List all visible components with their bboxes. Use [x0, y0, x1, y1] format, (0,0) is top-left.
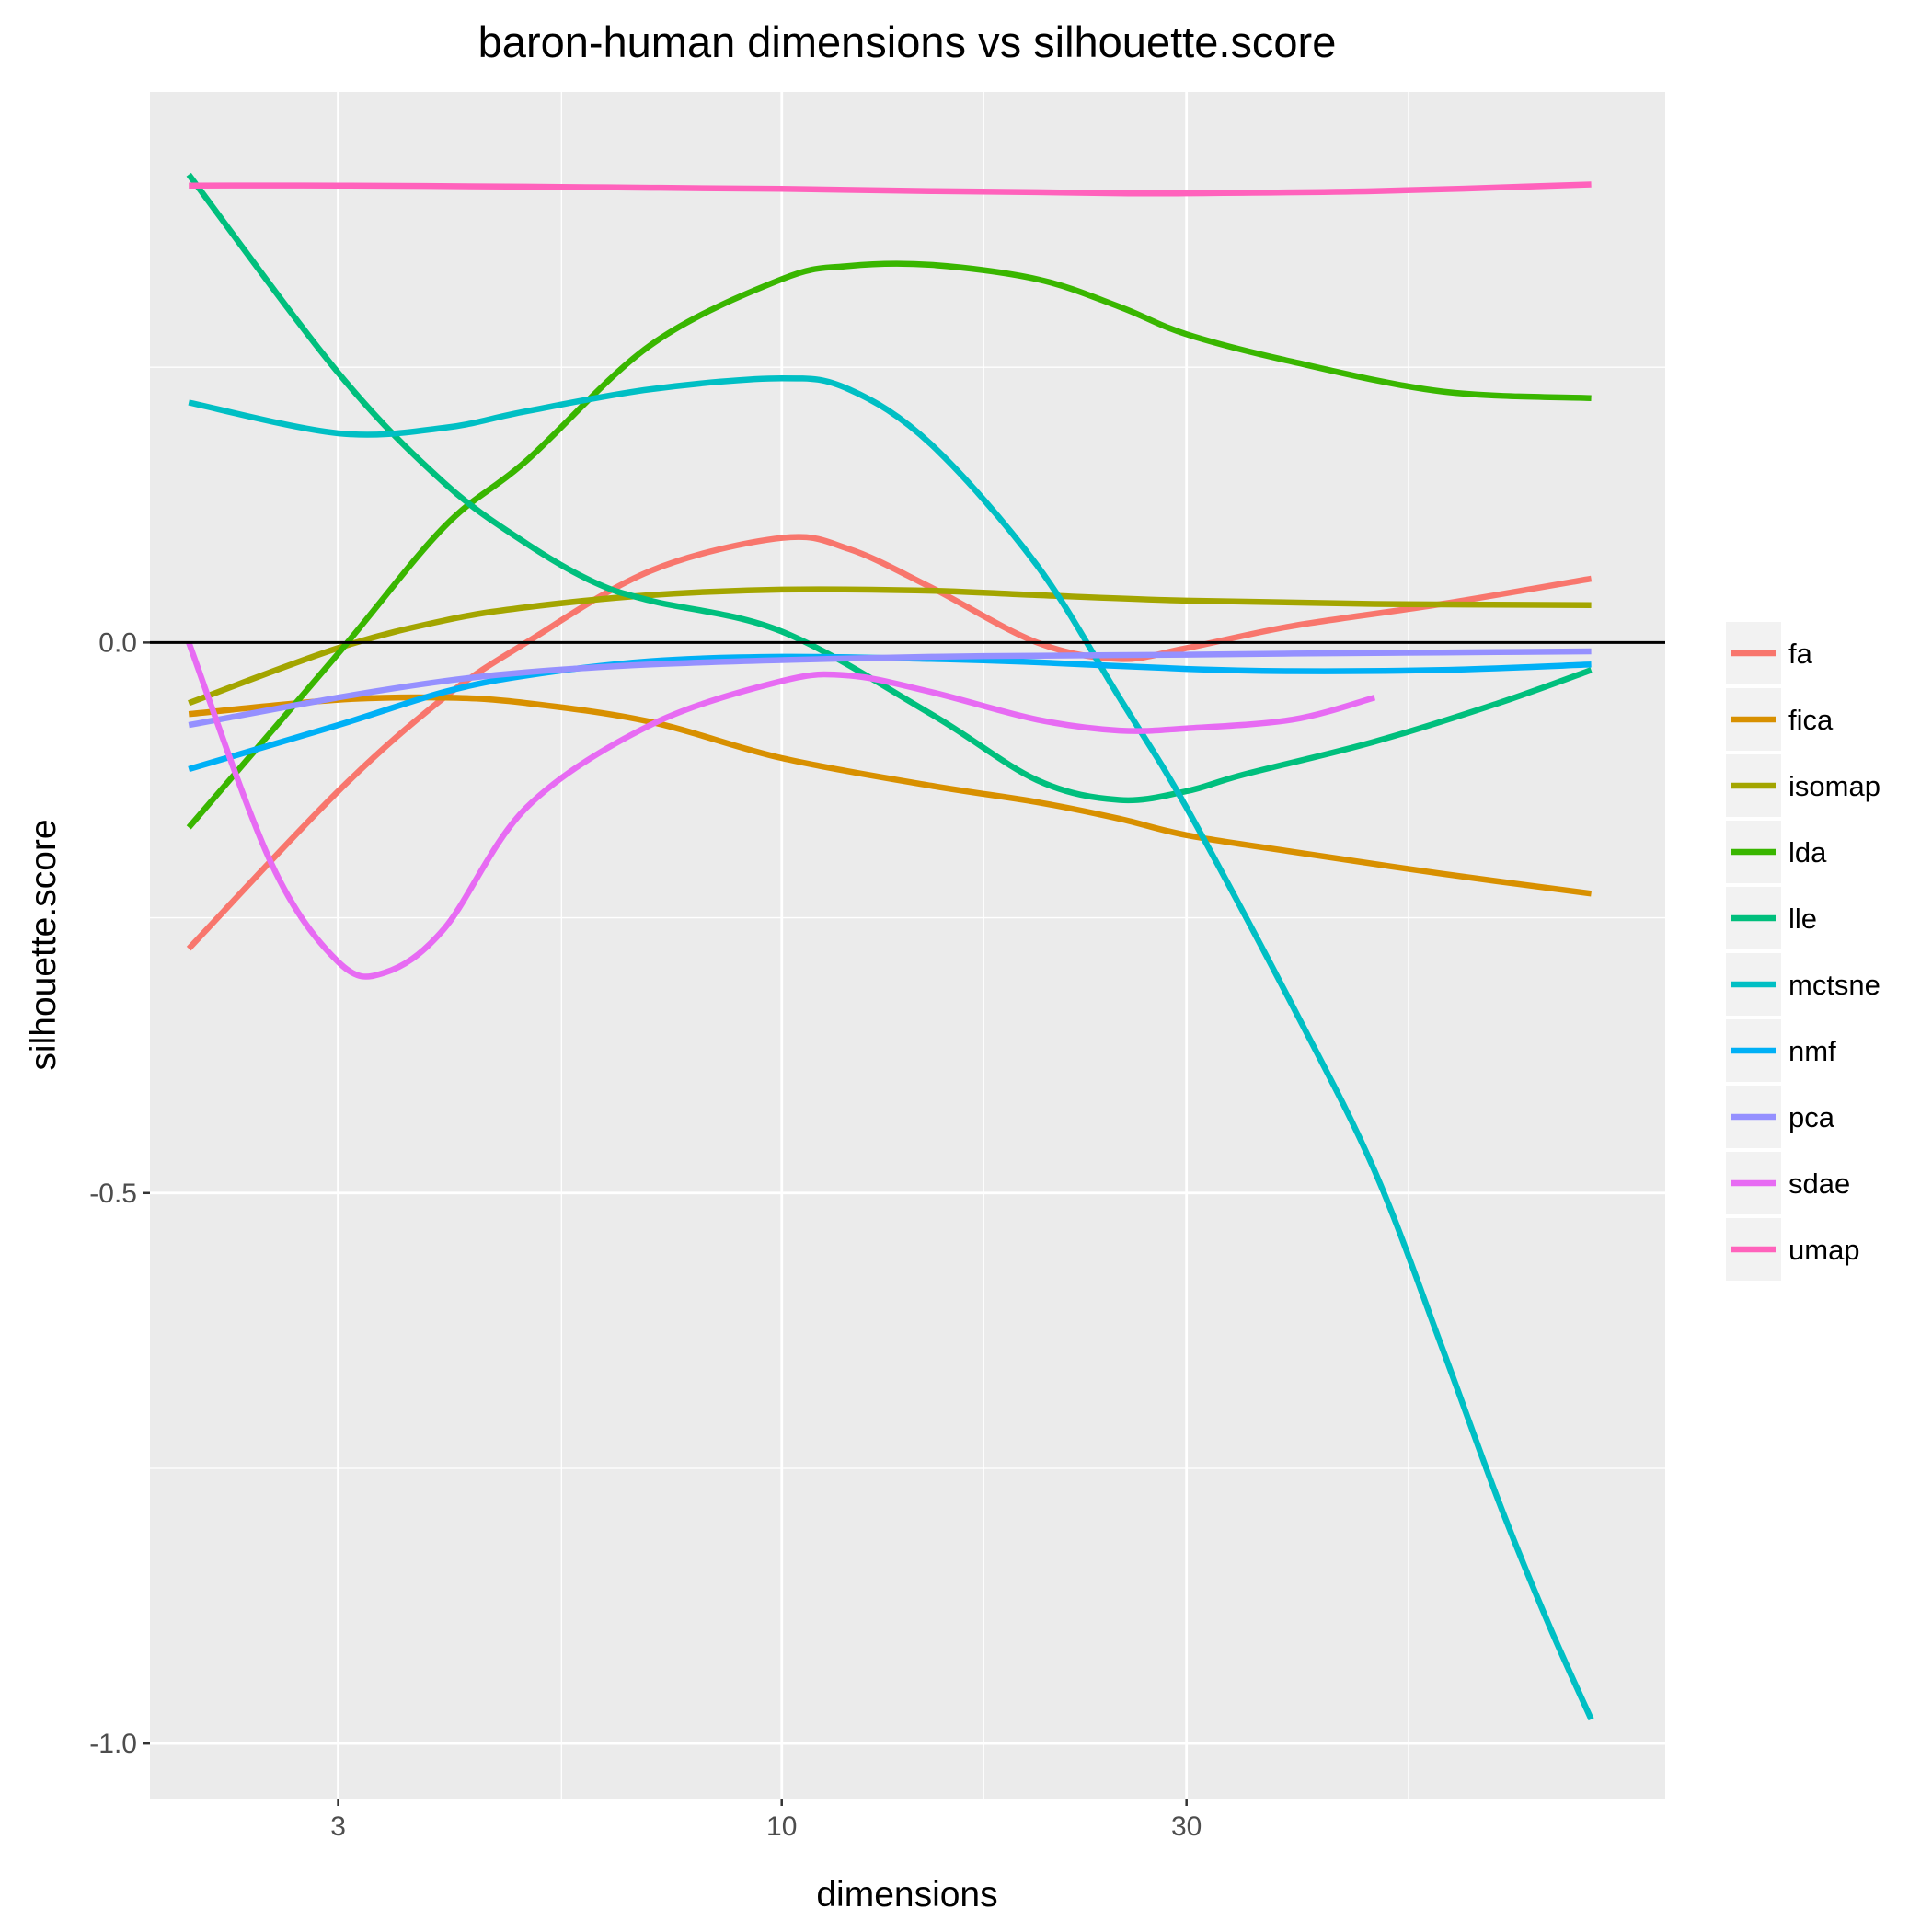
- legend-label-fa: fa: [1788, 638, 1813, 670]
- legend-item-lle: lle: [1726, 887, 1817, 949]
- legend-item-umap: umap: [1726, 1218, 1860, 1281]
- y-axis: 0.0 -0.5 -1.0: [89, 627, 150, 1759]
- y-tick-label: 0.0: [98, 627, 137, 658]
- legend-item-fica: fica: [1726, 688, 1834, 751]
- legend-label-umap: umap: [1788, 1234, 1860, 1266]
- legend-label-isomap: isomap: [1788, 770, 1880, 802]
- legend-label-nmf: nmf: [1788, 1035, 1836, 1067]
- series-line-pca: [188, 648, 1592, 729]
- series-line-fa: [186, 534, 1593, 951]
- y-axis-title: silhouette.score: [24, 819, 63, 1070]
- series-line-sdae: [186, 641, 1376, 980]
- x-axis-title: dimensions: [816, 1875, 997, 1915]
- series-line-umap: [189, 181, 1592, 197]
- x-tick-label: 10: [766, 1811, 797, 1842]
- series-line-lle: [186, 172, 1593, 804]
- series-line-isomap: [188, 586, 1592, 707]
- y-tick-label: -1.0: [89, 1729, 137, 1759]
- chart-title: baron-human dimensions vs silhouette.sco…: [478, 17, 1337, 66]
- x-tick-label: 3: [330, 1811, 346, 1842]
- series-line-fica: [188, 694, 1593, 897]
- y-tick-label: -0.5: [89, 1179, 137, 1209]
- legend-item-pca: pca: [1726, 1086, 1835, 1148]
- legend-item-lda: lda: [1726, 821, 1827, 883]
- legend-label-fica: fica: [1788, 704, 1834, 736]
- plot-panel: [150, 92, 1665, 1799]
- legend-item-fa: fa: [1726, 622, 1813, 684]
- series-line-mctsne: [188, 374, 1594, 1721]
- grid-minor: [150, 92, 1665, 1799]
- legend-item-sdae: sdae: [1726, 1152, 1850, 1214]
- legend-label-lle: lle: [1788, 903, 1817, 935]
- x-axis: 3 10 30: [330, 1799, 1202, 1842]
- series-line-lda: [186, 260, 1592, 830]
- legend-item-nmf: nmf: [1726, 1019, 1836, 1082]
- legend-label-lda: lda: [1788, 836, 1827, 868]
- x-tick-label: 30: [1171, 1811, 1202, 1842]
- legend-label-mctsne: mctsne: [1788, 969, 1880, 1001]
- legend-label-pca: pca: [1788, 1101, 1835, 1133]
- legend-item-isomap: isomap: [1726, 754, 1880, 817]
- series-lines: [186, 172, 1594, 1721]
- legend-item-mctsne: mctsne: [1726, 953, 1880, 1016]
- legend-label-sdae: sdae: [1788, 1167, 1850, 1200]
- legend: fa fica isomap lda lle mctsne nmf pca sdae umap: [1726, 622, 1880, 1281]
